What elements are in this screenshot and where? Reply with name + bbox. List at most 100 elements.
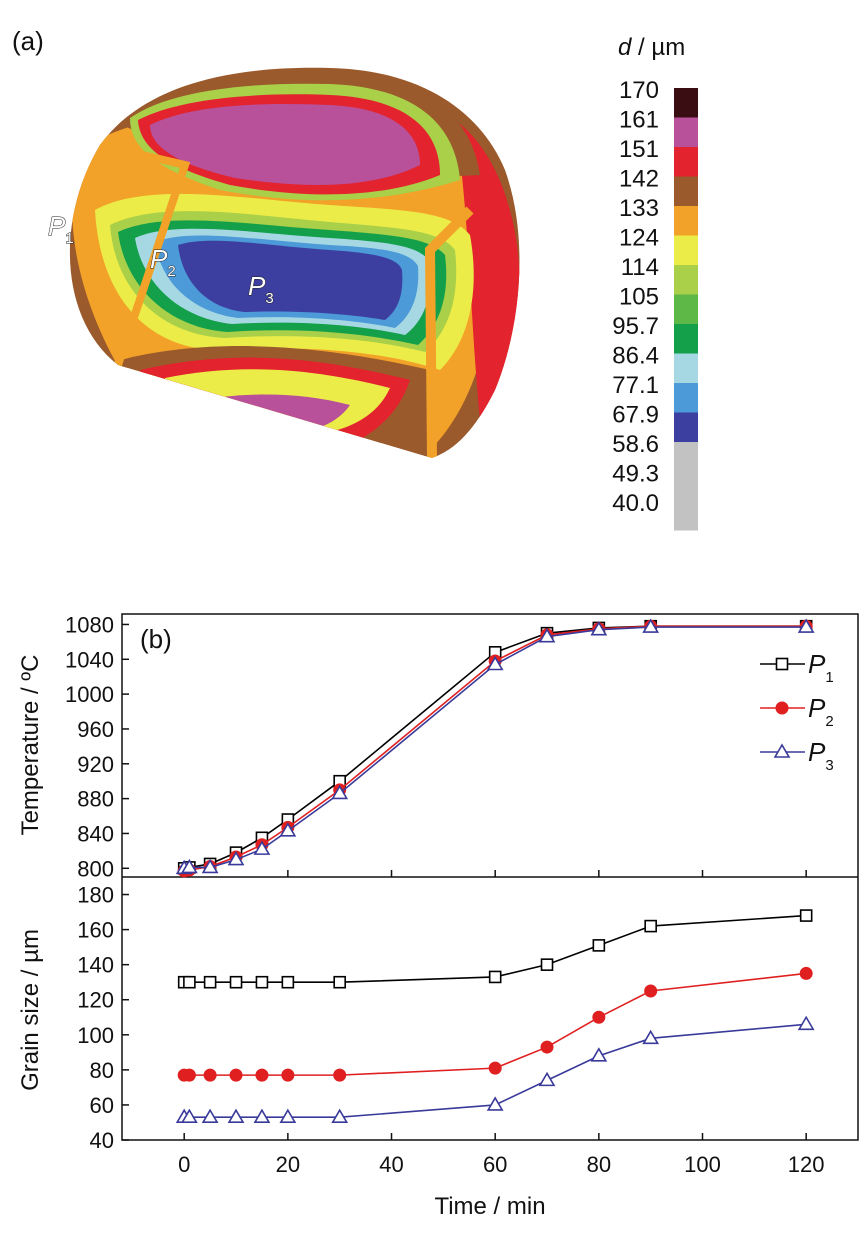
- colorbar-tick-label: 161: [619, 107, 659, 134]
- colorbar-tick-label: 105: [619, 284, 659, 311]
- colorbar-swatch: [674, 235, 698, 265]
- data-point: [644, 984, 658, 998]
- y-tick-label: 1080: [65, 612, 114, 637]
- data-point: [227, 1108, 245, 1124]
- data-point: [644, 919, 657, 933]
- x-axis-title: Time / min: [434, 1193, 545, 1220]
- colorbar-tick-label: 77.1: [612, 372, 659, 399]
- data-point: [333, 975, 346, 989]
- grain-size-contour-map: [69, 67, 520, 458]
- series-p1: [177, 909, 813, 989]
- data-point: [253, 1108, 271, 1124]
- colorbar-swatch: [674, 412, 698, 442]
- colorbar-swatch: [674, 117, 698, 147]
- data-point: [488, 970, 502, 984]
- colorbar-tick-label: 40.0: [612, 490, 659, 517]
- colorbar-swatch: [674, 206, 698, 236]
- x-tick-label: 120: [788, 1152, 825, 1177]
- colorbar-title: d / µm: [618, 34, 685, 61]
- point-labels: P1 P2 P3: [48, 211, 275, 308]
- y-tick-label: 140: [77, 953, 114, 978]
- colorbar-swatch: [674, 265, 698, 295]
- colorbar-swatch: [674, 471, 698, 501]
- colorbar-tick-label: 114: [621, 254, 659, 281]
- data-point: [333, 1068, 347, 1082]
- colorbar-tick-label: 95.7: [612, 313, 659, 340]
- x-tick-label: 80: [587, 1152, 611, 1177]
- series-p3: [175, 1015, 815, 1124]
- data-point: [255, 975, 269, 989]
- data-point: [229, 1068, 243, 1082]
- colorbar-tick-label: 124: [619, 225, 659, 252]
- data-point: [281, 975, 295, 989]
- data-point: [538, 628, 556, 643]
- data-point: [182, 1068, 196, 1082]
- x-tick-label: 20: [276, 1152, 300, 1177]
- data-point: [590, 1047, 608, 1062]
- data-point: [773, 743, 791, 758]
- series-line: [184, 972, 807, 1076]
- legend-label: P1: [808, 649, 834, 686]
- legend-label: P2: [808, 693, 834, 730]
- colorbar-tick-label: 86.4: [612, 343, 659, 370]
- data-point: [201, 1108, 219, 1124]
- x-tick-label: 0: [178, 1152, 190, 1177]
- data-point: [183, 975, 196, 989]
- point-label-p2: P2: [150, 244, 176, 280]
- x-tick-label: 100: [684, 1152, 721, 1177]
- data-point: [203, 1068, 217, 1082]
- data-point: [592, 1010, 606, 1024]
- colorbar-swatch: [674, 324, 698, 354]
- data-point: [775, 657, 789, 671]
- colorbar-swatch: [674, 176, 698, 206]
- data-point: [486, 1096, 504, 1111]
- x-tick-label: 60: [483, 1152, 507, 1177]
- point-label-p1: P1: [48, 211, 74, 247]
- data-point: [227, 850, 245, 866]
- y-tick-label: 100: [77, 1023, 114, 1048]
- data-point: [488, 1061, 502, 1075]
- y-tick-label: 800: [77, 856, 114, 881]
- data-point: [203, 975, 217, 989]
- data-point: [180, 858, 198, 874]
- data-point: [538, 1071, 556, 1087]
- data-point: [255, 1068, 269, 1082]
- y-tick-label: 120: [77, 988, 114, 1013]
- legend: P1 P2 P3: [760, 649, 834, 774]
- data-point: [331, 784, 349, 800]
- data-point: [775, 701, 789, 715]
- data-point: [799, 909, 813, 922]
- data-point: [279, 1108, 297, 1124]
- data-point: [799, 966, 813, 980]
- x-tick-label: 40: [379, 1152, 403, 1177]
- colorbar-tick-label: 58.6: [612, 431, 659, 458]
- y-tick-label: 960: [77, 717, 114, 742]
- data-point: [797, 618, 815, 633]
- panel-b-label: (b): [140, 624, 172, 654]
- panel-a-label: (a): [12, 26, 44, 56]
- y-tick-label: 160: [77, 918, 114, 943]
- y-tick-label: 920: [77, 752, 114, 777]
- legend-item: P3: [760, 737, 834, 774]
- series-p3: [175, 618, 815, 875]
- y-tick-label: 180: [77, 883, 114, 908]
- data-point: [180, 1108, 198, 1124]
- colorbar-tick-label: 67.9: [612, 402, 659, 429]
- y-tick-label: 1040: [65, 647, 114, 672]
- y-tick-label: 80: [90, 1058, 114, 1083]
- data-point: [540, 958, 554, 971]
- y-tick-label: 1000: [65, 682, 114, 707]
- data-point: [229, 975, 243, 989]
- data-point: [253, 840, 271, 855]
- colorbar-tick-label: 49.3: [612, 461, 659, 488]
- data-point: [486, 655, 504, 671]
- colorbar-swatch: [674, 501, 698, 531]
- data-point: [797, 1015, 815, 1031]
- data-point: [642, 1029, 660, 1045]
- colorbar-swatch: [674, 383, 698, 413]
- legend-label: P3: [808, 737, 834, 774]
- point-label-p3: P3: [248, 271, 274, 307]
- y-tick-label: 60: [90, 1093, 114, 1118]
